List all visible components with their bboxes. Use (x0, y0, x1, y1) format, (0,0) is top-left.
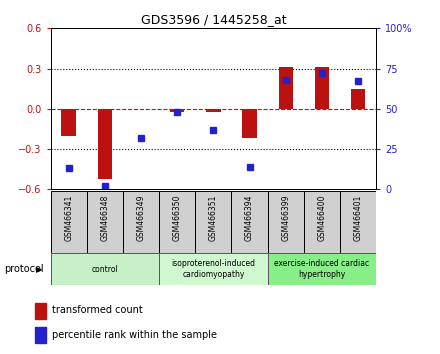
Bar (206, 109, 220, 112)
Text: GSM466341: GSM466341 (64, 194, 73, 241)
Bar (123, 191, 159, 253)
Text: transformed count: transformed count (52, 306, 143, 315)
Text: GSM466351: GSM466351 (209, 194, 218, 241)
Bar (268, 191, 304, 253)
Bar (62, 109, 76, 136)
Bar (159, 253, 268, 285)
Bar (231, 191, 268, 253)
Text: percentile rank within the sample: percentile rank within the sample (52, 330, 217, 340)
Bar (159, 191, 195, 253)
Bar (195, 191, 231, 253)
Bar (51, 253, 159, 285)
Bar (304, 191, 340, 253)
Text: ▶: ▶ (36, 264, 43, 274)
Text: GSM466348: GSM466348 (100, 194, 110, 241)
Bar (351, 89, 365, 109)
Bar (242, 109, 257, 138)
Text: GSM466399: GSM466399 (281, 194, 290, 241)
Text: exercise-induced cardiac
hypertrophy: exercise-induced cardiac hypertrophy (275, 259, 370, 279)
Text: isoproterenol-induced
cardiomyopathy: isoproterenol-induced cardiomyopathy (172, 259, 255, 279)
Bar (279, 67, 293, 109)
Text: GSM466349: GSM466349 (136, 194, 146, 241)
Text: control: control (92, 264, 118, 274)
Text: GSM466394: GSM466394 (245, 194, 254, 241)
Bar (170, 109, 184, 112)
Text: GSM466350: GSM466350 (173, 194, 182, 241)
Title: GDS3596 / 1445258_at: GDS3596 / 1445258_at (141, 13, 286, 26)
Bar (87, 191, 123, 253)
Text: protocol: protocol (4, 264, 44, 274)
Bar (315, 67, 329, 109)
Text: GSM466401: GSM466401 (354, 194, 363, 241)
Bar (268, 253, 376, 285)
Bar (340, 191, 376, 253)
Bar (98, 109, 112, 179)
Text: GSM466400: GSM466400 (317, 194, 326, 241)
Bar (51, 191, 87, 253)
